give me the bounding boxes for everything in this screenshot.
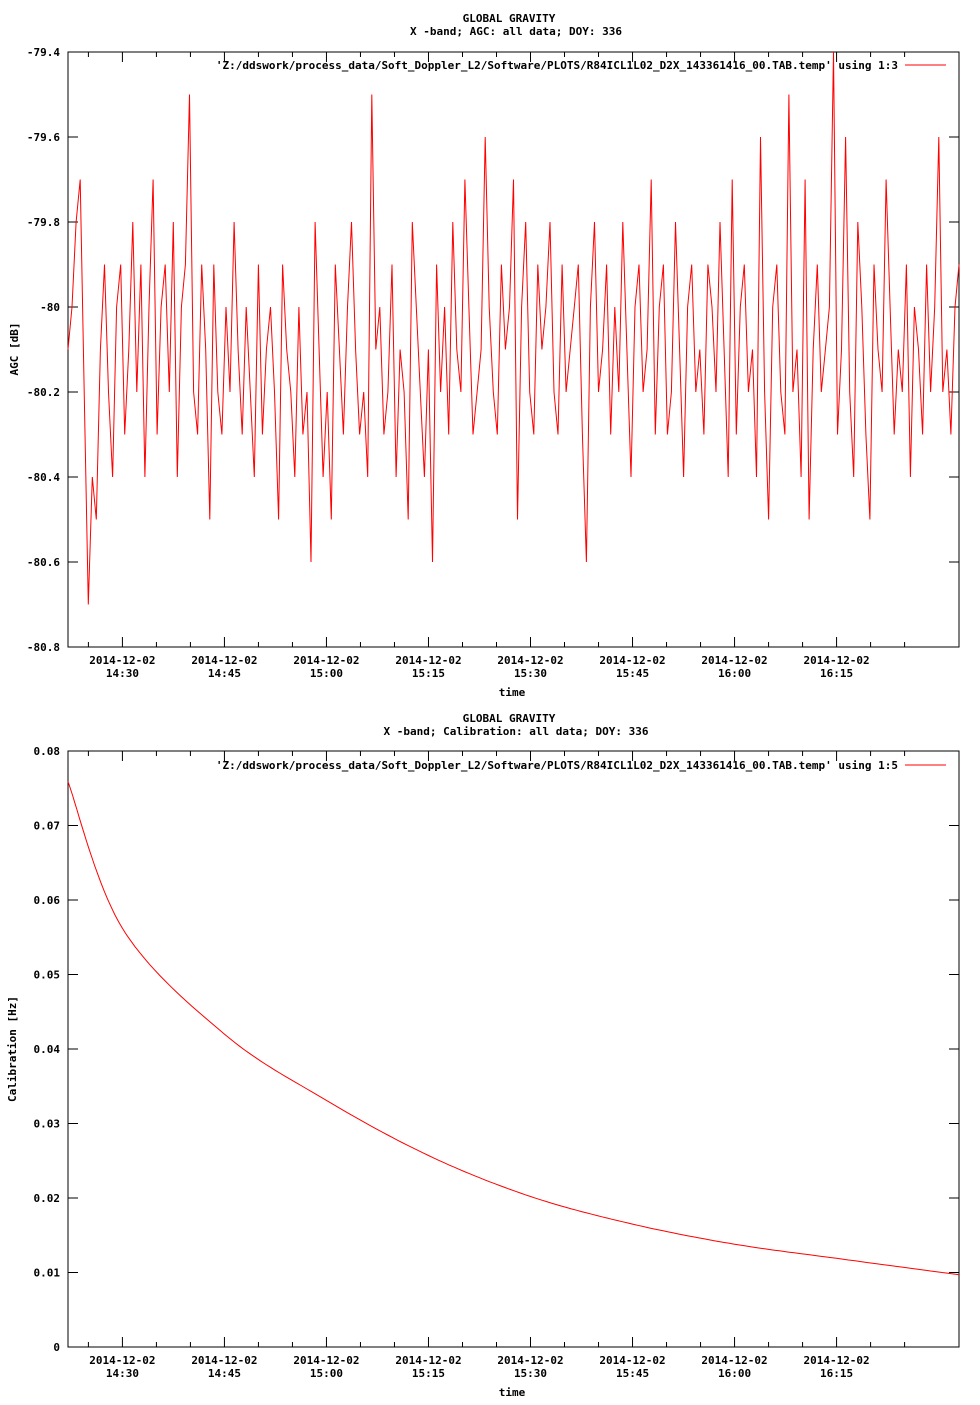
calibration-series-line xyxy=(67,781,960,1276)
y-tick-label: 0.07 xyxy=(34,820,61,833)
chart-subtitle: X -band; AGC: all data; DOY: 336 xyxy=(410,25,622,38)
x-tick-time: 16:15 xyxy=(820,667,853,680)
y-tick-label: 0.03 xyxy=(34,1118,61,1131)
y-tick-label: 0.06 xyxy=(34,894,61,907)
x-tick-time: 14:45 xyxy=(208,1367,241,1380)
x-axis-label: time xyxy=(499,686,526,699)
chart-title: GLOBAL GRAVITY xyxy=(463,12,556,25)
x-tick-date: 2014-12-02 xyxy=(803,654,869,667)
y-tick-label: -80 xyxy=(40,301,60,314)
x-tick-time: 16:00 xyxy=(718,667,751,680)
y-tick-label: 0.02 xyxy=(34,1192,61,1205)
x-tick-time: 15:00 xyxy=(310,667,343,680)
legend: 'Z:/ddswork/process_data/Soft_Doppler_L2… xyxy=(216,759,946,772)
plot-frame xyxy=(67,750,960,1348)
x-tick-time: 14:30 xyxy=(106,667,139,680)
x-tick-time: 15:15 xyxy=(412,1367,445,1380)
x-tick-time: 14:45 xyxy=(208,667,241,680)
x-tick-date: 2014-12-02 xyxy=(395,654,461,667)
x-tick-date: 2014-12-02 xyxy=(599,1354,665,1367)
x-tick-date: 2014-12-02 xyxy=(395,1354,461,1367)
x-tick-time: 15:30 xyxy=(514,667,547,680)
y-tick-label: -80.4 xyxy=(27,471,60,484)
y-axis-label: AGC [dB] xyxy=(8,323,21,376)
y-tick-label: -80.6 xyxy=(27,556,60,569)
calibration-chart: GLOBAL GRAVITY X -band; Calibration: all… xyxy=(6,712,960,1399)
y-tick-label: -80.2 xyxy=(27,386,60,399)
x-axis: 2014-12-0214:302014-12-0214:452014-12-02… xyxy=(87,52,906,680)
x-tick-date: 2014-12-02 xyxy=(293,1354,359,1367)
x-tick-date: 2014-12-02 xyxy=(191,654,257,667)
y-tick-label: -79.6 xyxy=(27,131,60,144)
y-tick-label: 0 xyxy=(53,1341,60,1354)
y-tick-label: 0.01 xyxy=(34,1267,61,1280)
y-axis-label: Calibration [Hz] xyxy=(6,996,19,1102)
x-tick-time: 15:45 xyxy=(616,1367,649,1380)
x-tick-time: 15:15 xyxy=(412,667,445,680)
x-tick-date: 2014-12-02 xyxy=(803,1354,869,1367)
x-tick-date: 2014-12-02 xyxy=(89,654,155,667)
x-tick-date: 2014-12-02 xyxy=(497,1354,563,1367)
y-tick-label: 0.08 xyxy=(34,745,61,758)
y-tick-label: 0.05 xyxy=(34,969,61,982)
agc-chart: GLOBAL GRAVITY X -band; AGC: all data; D… xyxy=(8,12,960,699)
x-tick-time: 16:00 xyxy=(718,1367,751,1380)
x-tick-date: 2014-12-02 xyxy=(701,1354,767,1367)
agc-series-line xyxy=(67,51,960,605)
x-tick-time: 15:45 xyxy=(616,667,649,680)
x-tick-time: 15:00 xyxy=(310,1367,343,1380)
x-tick-date: 2014-12-02 xyxy=(599,654,665,667)
x-tick-time: 14:30 xyxy=(106,1367,139,1380)
y-tick-label: -79.4 xyxy=(27,46,60,59)
x-tick-date: 2014-12-02 xyxy=(701,654,767,667)
legend: 'Z:/ddswork/process_data/Soft_Doppler_L2… xyxy=(216,59,946,72)
chart-title: GLOBAL GRAVITY xyxy=(463,712,556,725)
legend-label: 'Z:/ddswork/process_data/Soft_Doppler_L2… xyxy=(216,759,898,772)
x-tick-date: 2014-12-02 xyxy=(293,654,359,667)
legend-label: 'Z:/ddswork/process_data/Soft_Doppler_L2… xyxy=(216,59,898,72)
x-tick-date: 2014-12-02 xyxy=(497,654,563,667)
x-axis: 2014-12-0214:302014-12-0214:452014-12-02… xyxy=(87,751,906,1380)
y-tick-label: -79.8 xyxy=(27,216,60,229)
x-tick-date: 2014-12-02 xyxy=(191,1354,257,1367)
x-tick-date: 2014-12-02 xyxy=(89,1354,155,1367)
y-axis: 0.08 0.07 0.06 0.05 0.04 0.03 0.02 0.01 0 xyxy=(34,745,959,1354)
chart-subtitle: X -band; Calibration: all data; DOY: 336 xyxy=(384,725,649,738)
x-axis-label: time xyxy=(499,1386,526,1399)
y-axis: -79.4 -79.6 -79.8 -80 -80.2 -80.4 -80.6 -80.8 xyxy=(27,46,959,654)
x-tick-time: 15:30 xyxy=(514,1367,547,1380)
y-tick-label: -80.8 xyxy=(27,641,60,654)
y-tick-label: 0.04 xyxy=(34,1043,61,1056)
x-tick-time: 16:15 xyxy=(820,1367,853,1380)
